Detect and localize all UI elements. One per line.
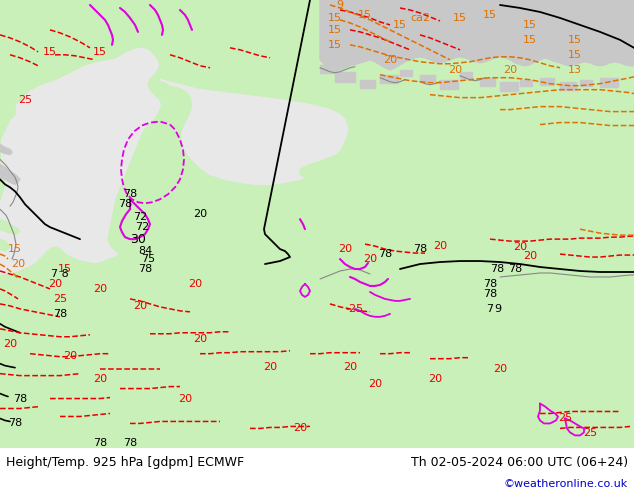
Text: 15: 15 — [453, 13, 467, 23]
Text: 84: 84 — [138, 246, 152, 256]
Text: 15: 15 — [483, 10, 497, 20]
Text: 15: 15 — [328, 25, 342, 35]
Polygon shape — [560, 82, 576, 90]
Text: 15: 15 — [93, 47, 107, 57]
Polygon shape — [0, 145, 12, 154]
Text: 20: 20 — [93, 284, 107, 294]
Polygon shape — [495, 281, 540, 295]
Polygon shape — [500, 82, 518, 91]
Text: 7 8: 7 8 — [51, 269, 69, 279]
Polygon shape — [600, 78, 618, 87]
Text: Height/Temp. 925 hPa [gdpm] ECMWF: Height/Temp. 925 hPa [gdpm] ECMWF — [6, 456, 245, 469]
Text: 7: 7 — [486, 304, 493, 314]
Text: 20: 20 — [293, 423, 307, 434]
Text: 20: 20 — [193, 209, 207, 219]
Text: 78: 78 — [93, 439, 107, 448]
Text: 78: 78 — [483, 289, 497, 299]
Text: 25: 25 — [583, 428, 597, 439]
Text: 20: 20 — [63, 351, 77, 361]
Text: 20: 20 — [503, 65, 517, 75]
Text: 72: 72 — [135, 222, 149, 232]
Text: 25: 25 — [18, 95, 32, 105]
Text: 20: 20 — [368, 379, 382, 389]
Text: 72: 72 — [133, 212, 147, 222]
Text: 20: 20 — [188, 279, 202, 289]
Polygon shape — [320, 65, 335, 73]
Text: 13: 13 — [568, 65, 582, 75]
Text: 15: 15 — [328, 40, 342, 50]
Text: Th 02-05-2024 06:00 UTC (06+24): Th 02-05-2024 06:00 UTC (06+24) — [411, 456, 628, 469]
Text: 20: 20 — [193, 334, 207, 344]
Text: 20: 20 — [523, 251, 537, 261]
Text: 20: 20 — [3, 339, 17, 349]
Text: 9: 9 — [495, 304, 501, 314]
Polygon shape — [360, 80, 375, 88]
Text: 15: 15 — [8, 244, 22, 254]
Text: 78: 78 — [118, 199, 132, 209]
Text: 78: 78 — [490, 264, 504, 274]
Polygon shape — [0, 165, 20, 184]
Text: 78: 78 — [483, 279, 497, 289]
Polygon shape — [480, 78, 495, 86]
Text: 15: 15 — [58, 264, 72, 274]
Text: 20: 20 — [11, 259, 25, 269]
Text: 15: 15 — [523, 20, 537, 30]
Polygon shape — [400, 70, 412, 76]
Text: 20: 20 — [383, 55, 397, 65]
Polygon shape — [160, 80, 348, 184]
Text: 78: 78 — [123, 189, 137, 199]
Polygon shape — [320, 256, 634, 448]
Text: 20: 20 — [433, 241, 447, 251]
Text: 15: 15 — [43, 47, 57, 57]
Text: ca2: ca2 — [410, 13, 430, 23]
Text: 78: 78 — [123, 439, 137, 448]
Text: 78: 78 — [508, 264, 522, 274]
Text: 15: 15 — [568, 50, 582, 60]
Polygon shape — [580, 80, 592, 86]
Text: 20: 20 — [338, 244, 352, 254]
Text: 25: 25 — [53, 294, 67, 304]
Text: -25: -25 — [346, 304, 364, 314]
Text: 15: 15 — [568, 35, 582, 45]
Polygon shape — [520, 80, 532, 86]
Text: 78: 78 — [378, 249, 392, 259]
Polygon shape — [420, 75, 435, 82]
Polygon shape — [300, 152, 357, 179]
Polygon shape — [0, 0, 634, 448]
Text: 20: 20 — [493, 364, 507, 374]
Polygon shape — [0, 219, 20, 234]
Text: 78: 78 — [413, 244, 427, 254]
Text: 20: 20 — [93, 373, 107, 384]
Text: 9: 9 — [337, 0, 344, 10]
Polygon shape — [320, 0, 634, 72]
Text: 20: 20 — [48, 279, 62, 289]
Polygon shape — [440, 80, 458, 89]
Polygon shape — [540, 78, 554, 85]
Text: 20: 20 — [448, 65, 462, 75]
Text: 20: 20 — [363, 254, 377, 264]
Text: 15: 15 — [523, 35, 537, 45]
Text: 15: 15 — [358, 10, 372, 20]
Text: 78: 78 — [13, 393, 27, 404]
Text: 20: 20 — [263, 362, 277, 371]
Polygon shape — [335, 72, 355, 82]
Polygon shape — [460, 72, 472, 78]
Text: 20: 20 — [178, 393, 192, 404]
Text: 15: 15 — [328, 13, 342, 23]
Text: 78: 78 — [8, 418, 22, 428]
Text: 20: 20 — [343, 362, 357, 371]
Text: 25: 25 — [558, 414, 572, 423]
Text: 75: 75 — [141, 254, 155, 264]
Text: 20: 20 — [513, 242, 527, 252]
Polygon shape — [0, 239, 10, 251]
Text: 15: 15 — [393, 20, 407, 30]
Text: 30: 30 — [130, 233, 146, 245]
Text: 78: 78 — [53, 309, 67, 319]
Text: 20: 20 — [428, 373, 442, 384]
Text: 78: 78 — [138, 264, 152, 274]
Text: 20: 20 — [133, 301, 147, 311]
Polygon shape — [380, 75, 398, 83]
Text: ©weatheronline.co.uk: ©weatheronline.co.uk — [503, 479, 628, 489]
